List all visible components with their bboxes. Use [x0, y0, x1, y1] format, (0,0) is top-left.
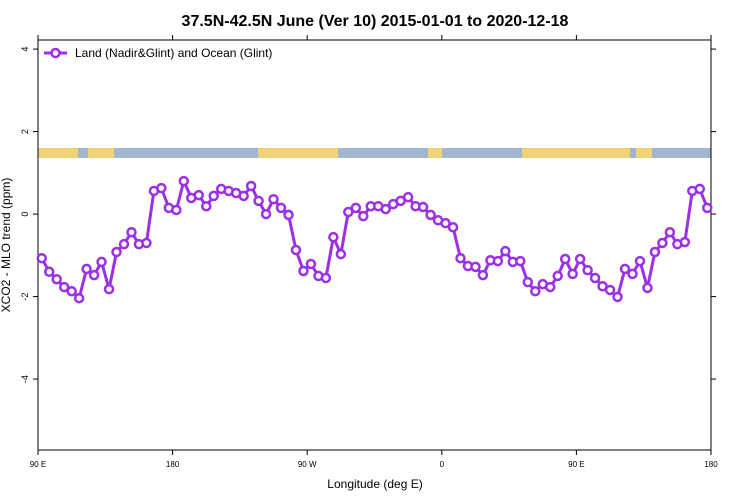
data-point: [208, 190, 219, 202]
data-point: [111, 246, 122, 258]
legend: Land (Nadir&Glint) and Ocean (Glint): [44, 46, 272, 60]
data-point: [73, 292, 85, 304]
data-point: [402, 191, 414, 203]
data-point: [43, 266, 55, 278]
data-point: [702, 202, 713, 214]
data-point: [544, 281, 556, 293]
data-point: [582, 264, 593, 276]
y-tick-label: -2: [20, 293, 30, 301]
y-axis-label: XCO2 - MLO trend (ppm): [0, 178, 13, 313]
data-point: [81, 263, 92, 275]
y-tick-label: 0: [20, 212, 30, 217]
data-point: [268, 193, 279, 205]
data-point: [477, 269, 489, 281]
data-point: [649, 246, 661, 258]
data-point: [96, 256, 107, 268]
data-point: [350, 202, 362, 214]
data-point: [358, 210, 369, 222]
data-point: [156, 182, 167, 194]
data-point: [260, 208, 272, 220]
x-tick-label: 0: [440, 460, 445, 469]
data-point: [500, 245, 511, 257]
data-point: [88, 269, 100, 281]
data-point: [245, 180, 257, 192]
data-point: [604, 284, 616, 296]
x-axis-label: Longitude (deg E): [327, 477, 422, 491]
data-point: [275, 202, 287, 214]
data-point: [320, 272, 332, 284]
data-point: [619, 263, 631, 275]
data-point: [574, 253, 586, 265]
data-point: [290, 244, 302, 256]
data-point: [253, 195, 264, 207]
data-point: [305, 258, 317, 270]
data-point: [343, 206, 354, 218]
data-point: [66, 285, 77, 297]
data-point: [328, 231, 339, 243]
x-tick-label: 180: [704, 460, 718, 469]
data-point: [380, 203, 391, 215]
y-tick-label: 2: [20, 129, 30, 134]
data-point: [455, 252, 466, 264]
data-point: [201, 200, 212, 212]
data-point: [664, 226, 676, 238]
data-point: [522, 276, 534, 288]
data-point: [171, 204, 182, 216]
chart-title: 37.5N-42.5N June (Ver 10) 2015-01-01 to …: [182, 13, 569, 30]
data-point: [642, 282, 653, 294]
data-point: [298, 265, 309, 277]
data-point: [178, 175, 190, 187]
legend-marker: [50, 47, 61, 59]
data-point: [283, 209, 294, 221]
data-point: [679, 236, 691, 248]
data-point: [589, 272, 601, 284]
data-point: [515, 255, 526, 267]
data-point: [634, 255, 646, 267]
data-point: [470, 261, 481, 273]
plot-frame: [37, 39, 712, 451]
data-point: [417, 201, 429, 213]
data-point: [51, 273, 62, 285]
x-tick-label: 180: [166, 460, 180, 469]
x-tick-label: 90 E: [30, 460, 46, 469]
data-point: [103, 283, 115, 295]
y-tick-label: 4: [20, 47, 30, 52]
x-tick-label: 90 E: [568, 460, 584, 469]
data-point: [126, 226, 137, 238]
data-point: [141, 237, 152, 249]
data-point: [492, 255, 504, 267]
data-point: [694, 183, 706, 195]
data-point: [627, 268, 638, 280]
data-point: [425, 209, 436, 221]
x-tick-label: 90 W: [298, 460, 317, 469]
data-point: [559, 253, 571, 265]
legend-label: Land (Nadir&Glint) and Ocean (Glint): [75, 46, 272, 60]
data-point: [193, 189, 205, 201]
data-point: [238, 190, 249, 202]
y-tick-label: -4: [20, 375, 30, 383]
data-point: [58, 281, 70, 293]
data-point: [552, 270, 563, 282]
land-ocean-strip: [38, 148, 711, 158]
data-point: [118, 238, 130, 250]
data-point: [657, 237, 668, 249]
data-point: [530, 285, 541, 297]
data-point: [447, 222, 459, 233]
data-point: [612, 291, 623, 303]
data-point: [567, 268, 578, 280]
data-point: [335, 248, 347, 260]
data-point: [440, 217, 451, 229]
data-point: [36, 252, 47, 264]
